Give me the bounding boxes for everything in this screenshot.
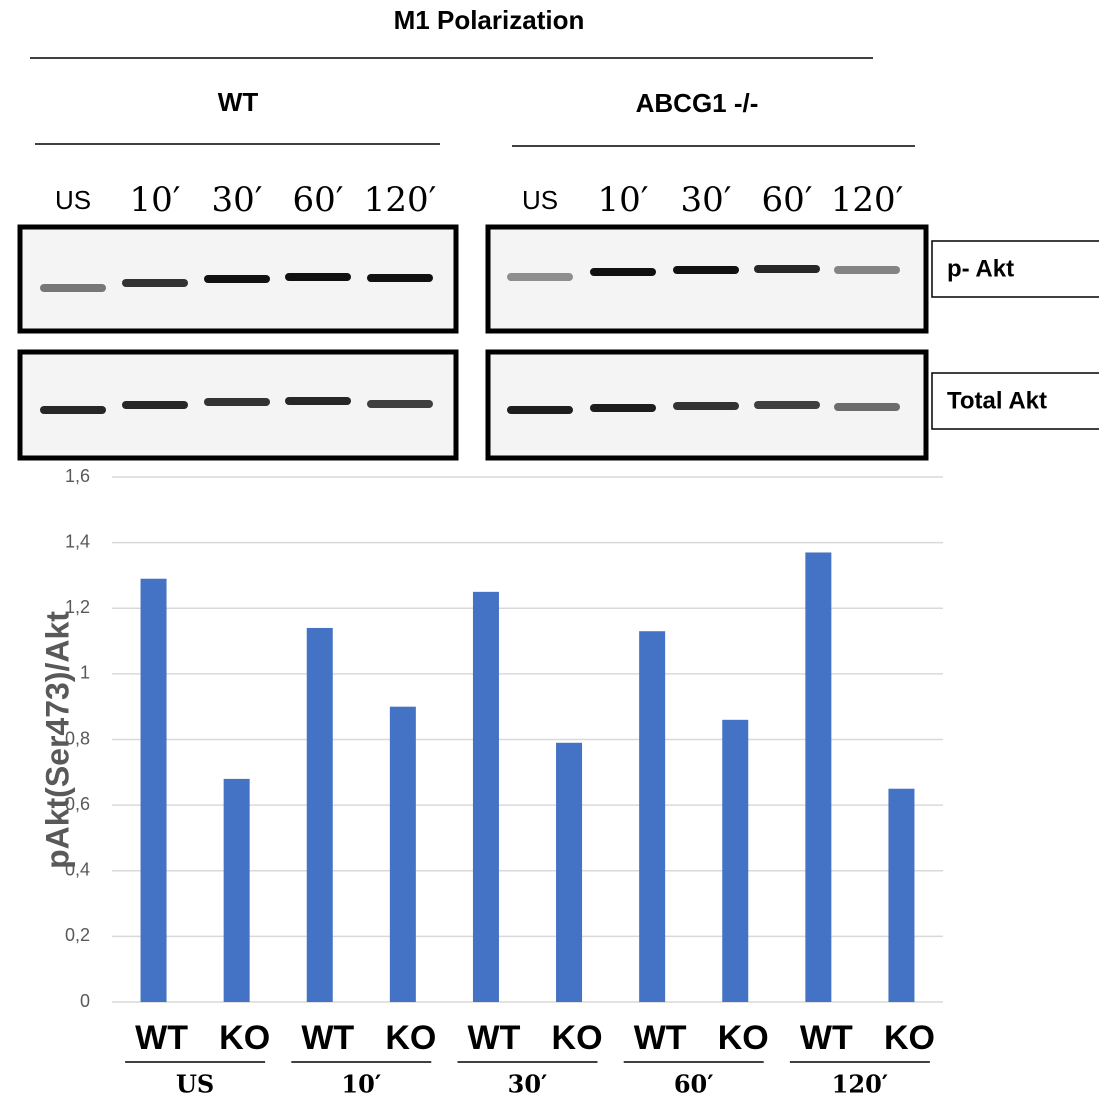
x-tick-label: KO xyxy=(219,1019,270,1057)
lane-label: US xyxy=(55,185,91,215)
lane-label: 60′ xyxy=(293,180,344,220)
group-label: 60′ xyxy=(674,1070,714,1099)
y-tick-label: 0,4 xyxy=(65,860,90,880)
band xyxy=(285,397,351,405)
band xyxy=(507,406,573,414)
band xyxy=(367,400,433,408)
x-tick-label: WT xyxy=(468,1019,521,1057)
row-label: Total Akt xyxy=(947,387,1047,414)
bar xyxy=(224,779,250,1002)
band xyxy=(40,406,106,414)
x-tick-label: KO xyxy=(884,1019,935,1057)
y-tick-label: 0,6 xyxy=(65,794,90,814)
bar xyxy=(473,592,499,1002)
lane-label: 30′ xyxy=(212,180,263,220)
lane-label: 30′ xyxy=(681,180,732,220)
x-tick-label: KO xyxy=(385,1019,436,1057)
bar xyxy=(722,720,748,1002)
bar xyxy=(556,743,582,1002)
bar xyxy=(141,579,167,1002)
y-tick-label: 1,2 xyxy=(65,597,90,617)
bar xyxy=(805,552,831,1002)
band xyxy=(204,275,270,283)
row-label: p- Akt xyxy=(947,255,1014,282)
bar xyxy=(307,628,333,1002)
y-tick-label: 1,6 xyxy=(65,466,90,486)
band xyxy=(673,402,739,410)
x-tick-label: WT xyxy=(135,1019,188,1057)
group-label: WT xyxy=(218,87,259,117)
band xyxy=(122,279,188,287)
group-label: 10′ xyxy=(341,1070,381,1099)
x-tick-label: WT xyxy=(634,1019,687,1057)
lane-label: US xyxy=(522,185,558,215)
group-label: 30′ xyxy=(508,1070,548,1099)
band xyxy=(754,401,820,409)
figure: M1 Polarization WT ABCG1 -/- p- Akt Tota… xyxy=(0,0,1099,1101)
lane-label: 120′ xyxy=(831,180,904,220)
band xyxy=(590,404,656,412)
lane-label: 120′ xyxy=(364,180,437,220)
band xyxy=(122,401,188,409)
band xyxy=(754,265,820,273)
x-tick-label: KO xyxy=(718,1019,769,1057)
band xyxy=(507,273,573,281)
band xyxy=(673,266,739,274)
bar xyxy=(888,789,914,1002)
group-label: US xyxy=(176,1070,214,1099)
bar xyxy=(390,707,416,1002)
band xyxy=(590,268,656,276)
band xyxy=(40,284,106,292)
band xyxy=(285,273,351,281)
x-tick-label: WT xyxy=(800,1019,853,1057)
figure-title: M1 Polarization xyxy=(394,5,585,35)
lane-label: 60′ xyxy=(762,180,813,220)
y-tick-label: 0 xyxy=(80,991,90,1011)
band xyxy=(204,398,270,406)
y-tick-label: 1,4 xyxy=(65,531,90,551)
band xyxy=(367,274,433,282)
lane-label: 10′ xyxy=(130,180,181,220)
x-tick-label: KO xyxy=(552,1019,603,1057)
bar xyxy=(639,631,665,1002)
y-tick-label: 0,8 xyxy=(65,728,90,748)
lane-label: 10′ xyxy=(598,180,649,220)
group-label: ABCG1 -/- xyxy=(636,88,759,118)
y-tick-label: 0,2 xyxy=(65,925,90,945)
band xyxy=(834,403,900,411)
group-label: 120′ xyxy=(832,1070,888,1099)
band xyxy=(834,266,900,274)
y-tick-label: 1 xyxy=(80,663,90,683)
x-tick-label: WT xyxy=(301,1019,354,1057)
